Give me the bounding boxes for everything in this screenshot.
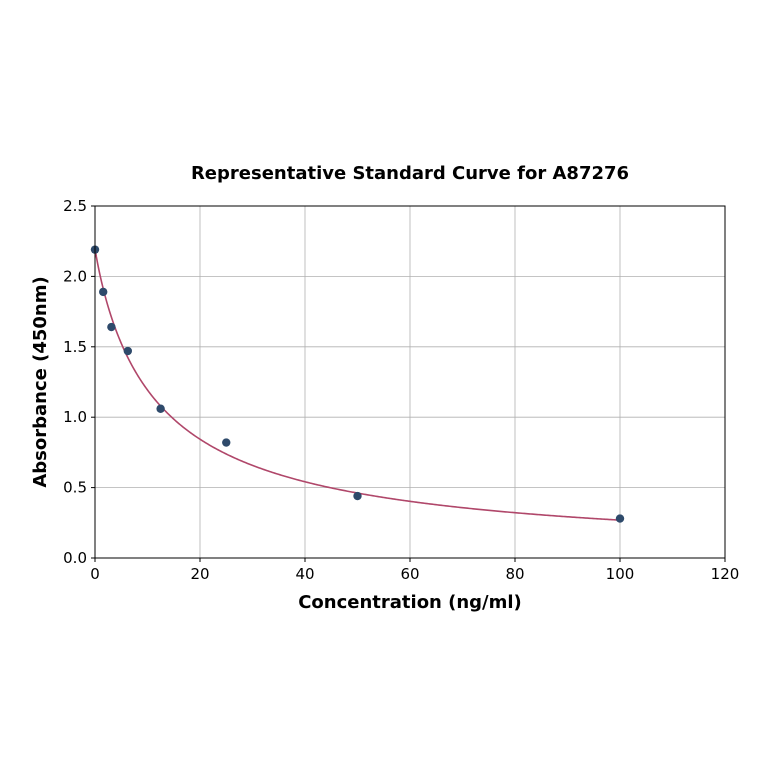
data-points	[90, 245, 625, 523]
data-point	[615, 514, 625, 523]
x-tick-label: 100	[606, 565, 635, 583]
fit-curve	[94, 248, 621, 521]
y-axis: 0.0 0.5 1.0 1.5 2.0 2.5	[63, 197, 95, 567]
x-tick-label: 60	[400, 565, 419, 583]
data-point	[353, 491, 362, 501]
y-tick-label: 0.5	[63, 479, 87, 497]
x-tick-label: 80	[505, 565, 524, 583]
data-point	[107, 322, 116, 332]
y-axis-label: Absorbance (450nm)	[30, 276, 51, 487]
data-point	[222, 438, 231, 447]
y-tick-label: 2.5	[63, 197, 87, 215]
chart-title: Representative Standard Curve for A87276	[191, 163, 629, 184]
y-tick-label: 1.0	[63, 408, 87, 426]
y-tick-label: 0.0	[63, 549, 87, 567]
data-point	[156, 404, 165, 413]
x-tick-label: 40	[295, 565, 314, 583]
y-tick-label: 2.0	[63, 267, 87, 285]
x-tick-label: 20	[190, 565, 209, 583]
x-tick-label: 0	[90, 565, 100, 583]
data-point	[123, 346, 133, 356]
x-axis-label: Concentration (ng/ml)	[298, 592, 522, 613]
grid	[94, 205, 726, 559]
x-tick-label: 120	[711, 565, 740, 583]
y-tick-label: 1.5	[63, 338, 87, 356]
data-point	[99, 287, 108, 297]
x-axis: 0 20 40 60 80 100 120	[90, 558, 739, 583]
